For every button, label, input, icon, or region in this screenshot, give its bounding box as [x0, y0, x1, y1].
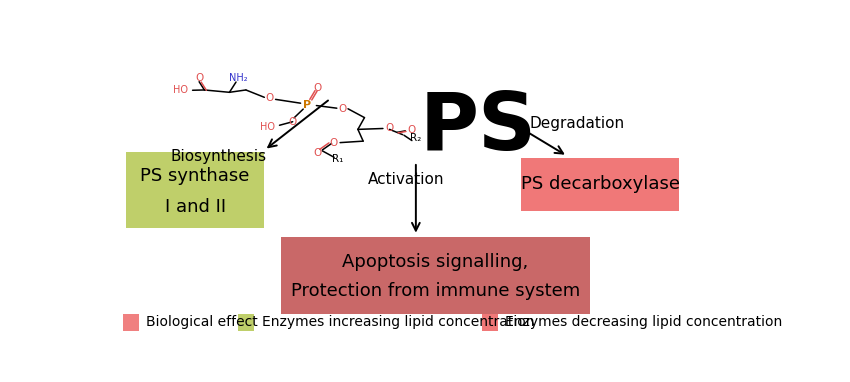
- Text: R₂: R₂: [411, 133, 422, 143]
- Text: O: O: [313, 148, 321, 158]
- Text: PS: PS: [420, 89, 537, 167]
- Text: P: P: [303, 100, 311, 110]
- Text: HO: HO: [260, 122, 275, 132]
- Text: PS decarboxylase: PS decarboxylase: [521, 175, 680, 193]
- Text: NH₂: NH₂: [230, 73, 248, 83]
- Text: PS synthase: PS synthase: [140, 167, 250, 185]
- Text: O: O: [265, 93, 274, 103]
- Text: Activation: Activation: [368, 172, 445, 187]
- Text: O: O: [314, 83, 322, 92]
- Bar: [521, 158, 679, 210]
- Bar: [126, 152, 264, 228]
- Text: HO: HO: [173, 85, 188, 95]
- Text: O: O: [408, 125, 416, 135]
- Bar: [122, 314, 139, 331]
- Text: O: O: [338, 104, 346, 114]
- Text: O: O: [195, 73, 203, 83]
- Text: Enzymes increasing lipid concentration: Enzymes increasing lipid concentration: [262, 315, 534, 329]
- Text: Degradation: Degradation: [530, 116, 625, 131]
- Text: O: O: [385, 123, 394, 133]
- Text: Biosynthesis: Biosynthesis: [170, 149, 266, 163]
- Text: Protection from immune system: Protection from immune system: [291, 282, 581, 299]
- Bar: [238, 314, 254, 331]
- Text: Enzymes decreasing lipid concentration: Enzymes decreasing lipid concentration: [506, 315, 783, 329]
- Text: Apoptosis signalling,: Apoptosis signalling,: [343, 253, 529, 270]
- Text: O: O: [288, 117, 297, 127]
- Bar: [482, 314, 497, 331]
- Text: Biological effect: Biological effect: [146, 315, 258, 329]
- Text: R₁: R₁: [332, 154, 343, 164]
- Text: I and II: I and II: [165, 198, 226, 216]
- Text: O: O: [330, 138, 337, 147]
- Bar: [280, 237, 591, 314]
